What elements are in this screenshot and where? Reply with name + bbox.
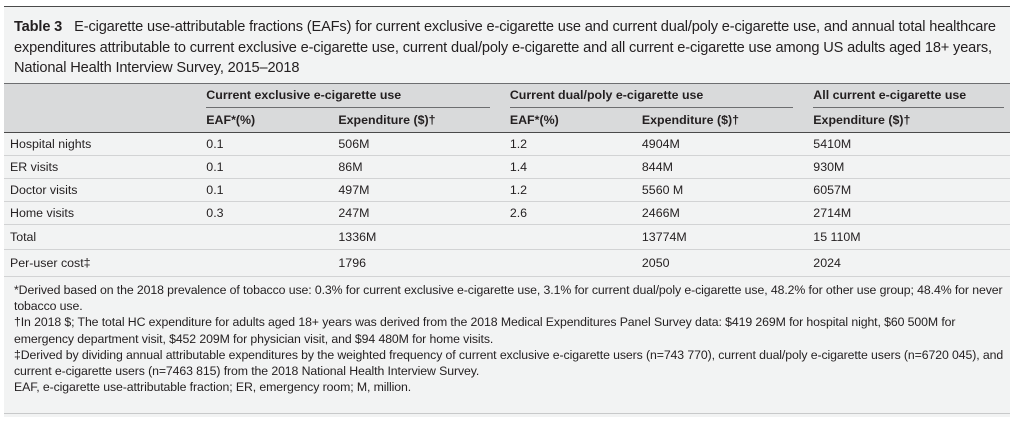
bottom-rule (4, 413, 1010, 414)
cell: 2466M (635, 201, 808, 225)
cell (503, 224, 636, 250)
cell: 2050 (635, 249, 808, 277)
cell: 0.1 (200, 132, 333, 156)
row-label: Home visits (4, 201, 201, 225)
sub-header-row: EAF*(%) Expenditure ($)† EAF*(%) Expendi… (4, 108, 1010, 133)
table-row: Home visits 0.3 247M 2.6 2466M 2714M (4, 201, 1010, 225)
table-footnotes: *Derived based on the 2018 prevalence of… (14, 282, 1004, 395)
cell: 844M (635, 155, 808, 179)
group-header-exclusive: Current exclusive e-cigarette use (200, 83, 504, 108)
group-header-label: Current exclusive e-cigarette use (206, 84, 490, 108)
footnote-double-dagger: ‡Derived by dividing annual attributable… (14, 347, 1004, 379)
sub-header: Expenditure ($)† (332, 108, 504, 133)
cell: 0.1 (200, 155, 333, 179)
cell: 1336M (332, 224, 504, 250)
row-label: ER visits (4, 155, 201, 179)
group-header-dual: Current dual/poly e-cigarette use (503, 83, 808, 108)
cell: 86M (332, 155, 504, 179)
header-empty (4, 108, 201, 133)
cell (200, 224, 333, 250)
table-caption: Table 3 E-cigarette use-attributable frac… (14, 17, 1004, 79)
group-header-row: Current exclusive e-cigarette use Curren… (4, 83, 1010, 108)
sub-header: EAF*(%) (200, 108, 333, 133)
data-table: Current exclusive e-cigarette use Curren… (4, 83, 1010, 277)
table-row-per-user-cost: Per-user cost‡ 1796 2050 2024 (4, 249, 1010, 277)
cell: 1.2 (503, 178, 636, 202)
cell: 2024 (807, 249, 1010, 277)
table-row-total: Total 1336M 13774M 15 110M (4, 224, 1010, 250)
cell: 2714M (807, 201, 1010, 225)
row-label: Total (4, 224, 201, 250)
table-label: Table 3 (14, 19, 63, 35)
cell: 1.4 (503, 155, 636, 179)
cell: 930M (807, 155, 1010, 179)
footnote-abbreviations: EAF, e-cigarette use-attributable fracti… (14, 380, 412, 395)
cell: 1796 (332, 249, 504, 277)
cell: 1.2 (503, 132, 636, 156)
cell: 6057M (807, 178, 1010, 202)
table-row: Hospital nights 0.1 506M 1.2 4904M 5410M (4, 132, 1010, 156)
cell (200, 249, 333, 277)
cell: 5560 M (635, 178, 808, 202)
cell: 506M (332, 132, 504, 156)
sub-header: Expenditure ($)† (635, 108, 808, 133)
table-row: ER visits 0.1 86M 1.4 844M 930M (4, 155, 1010, 179)
group-header-all: All current e-cigarette use (807, 83, 1010, 108)
cell: 0.1 (200, 178, 333, 202)
row-label: Hospital nights (4, 132, 201, 156)
cell: 15 110M (807, 224, 1010, 250)
sub-header: Expenditure ($)† (807, 108, 1010, 133)
footnote-asterisk: *Derived based on the 2018 prevalence of… (14, 283, 1003, 314)
group-header-label: All current e-cigarette use (813, 84, 1004, 108)
row-label: Doctor visits (4, 178, 201, 202)
cell: 13774M (635, 224, 808, 250)
row-label: Per-user cost‡ (4, 249, 201, 277)
table-row: Doctor visits 0.1 497M 1.2 5560 M 6057M (4, 178, 1010, 202)
header-empty (4, 83, 201, 108)
cell: 0.3 (200, 201, 333, 225)
group-header-label: Current dual/poly e-cigarette use (509, 84, 794, 108)
cell: 497M (332, 178, 504, 202)
sub-header: EAF*(%) (503, 108, 636, 133)
cell (503, 249, 636, 277)
cell: 5410M (807, 132, 1010, 156)
cell: 4904M (635, 132, 808, 156)
table-panel: Table 3 E-cigarette use-attributable frac… (4, 6, 1010, 417)
cell: 247M (332, 201, 504, 225)
table-title: E-cigarette use-attributable fractions (… (14, 19, 996, 76)
footnote-dagger: †In 2018 $; The total HC expenditure for… (14, 315, 956, 346)
cell: 2.6 (503, 201, 636, 225)
